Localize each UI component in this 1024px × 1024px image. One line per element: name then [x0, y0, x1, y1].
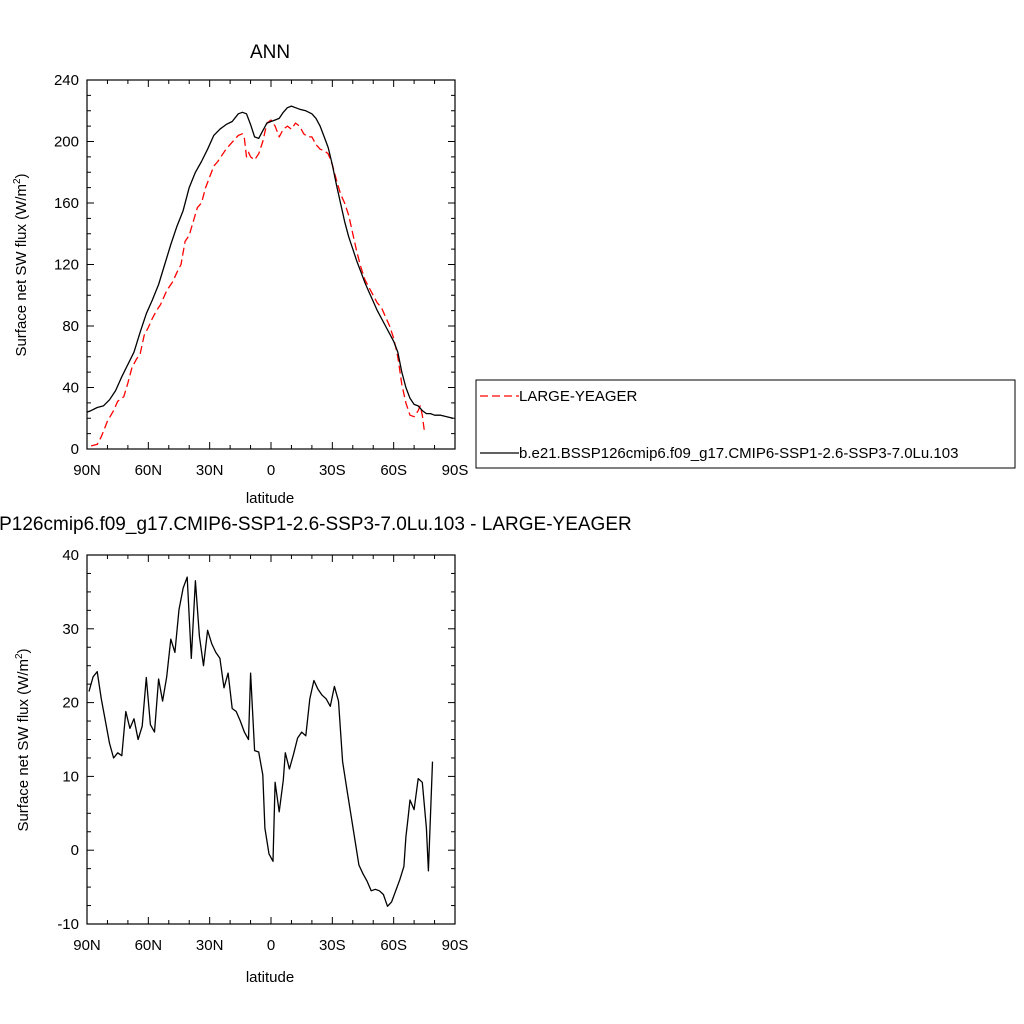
bottom-chart-title: b.e21.BSSP126cmip6.f09_g17.CMIP6-SSP1-2.…: [0, 514, 632, 535]
top-x-tick-label: 90S: [442, 462, 469, 479]
top-y-axis-label: Surface net SW flux (W/m2): [12, 173, 30, 356]
top-x-tick-label: 0: [267, 462, 275, 479]
bottom-y-tick-label: 30: [62, 621, 79, 638]
bottom-axis-ticks: 90N 60N 30N 0 30S 60S 90S -10 0 10 20 30 40: [57, 547, 468, 954]
legend-label-bssp126: b.e21.BSSP126cmip6.f09_g17.CMIP6-SSP1-2.…: [519, 445, 958, 462]
top-y-tick-label: 240: [54, 72, 79, 89]
bottom-y-axis-label-end: ): [15, 648, 32, 653]
top-y-axis-label-end: ): [13, 173, 30, 178]
top-panel: ANN 90N 60N 30N 0 30S 60S 90S 0 40 80 120 160 200 240…: [12, 42, 1016, 507]
bottom-x-tick-label: 30N: [196, 937, 224, 954]
top-x-tick-label: 30N: [196, 462, 224, 479]
bottom-panel: b.e21.BSSP126cmip6.f09_g17.CMIP6-SSP1-2.…: [0, 514, 632, 986]
bottom-series-line-0: [88, 576, 434, 907]
bottom-y-axis-label: Surface net SW flux (W/m2): [14, 648, 32, 831]
top-chart-title: ANN: [250, 42, 290, 63]
bottom-y-axis-label-text: Surface net SW flux (W/m: [15, 659, 32, 832]
top-x-tick-label: 60S: [380, 462, 407, 479]
bottom-y-tick-label: 40: [62, 547, 79, 564]
bottom-x-axis-label: latitude: [246, 969, 294, 986]
top-y-tick-label: 80: [62, 318, 79, 335]
bottom-data-lines: [88, 576, 434, 907]
top-series-line-1: [86, 105, 454, 419]
bottom-y-tick-label: -10: [57, 916, 79, 933]
legend-label-large-yeager: LARGE-YEAGER: [519, 388, 638, 405]
bottom-y-tick-label: 20: [62, 695, 79, 712]
bottom-plot-frame: [86, 554, 456, 925]
top-axis-ticks: 90N 60N 30N 0 30S 60S 90S 0 40 80 120 160 200 240: [54, 72, 468, 479]
top-x-tick-label: 30S: [319, 462, 346, 479]
bottom-y-tick-label: 10: [62, 768, 79, 785]
top-data-lines: [86, 105, 454, 447]
top-y-tick-label: 0: [71, 441, 79, 458]
top-x-axis-label: latitude: [246, 490, 294, 507]
top-y-axis-label-sup: 2: [12, 178, 23, 184]
bottom-y-axis-label-sup: 2: [14, 653, 25, 659]
bottom-x-tick-label: 90N: [73, 937, 101, 954]
top-y-tick-label: 40: [62, 380, 79, 397]
top-y-tick-label: 200: [54, 134, 79, 151]
legend: LARGE-YEAGER b.e21.BSSP126cmip6.f09_g17.…: [475, 379, 1016, 469]
bottom-x-tick-label: 60S: [380, 937, 407, 954]
top-y-axis-label-text: Surface net SW flux (W/m: [13, 184, 30, 357]
bottom-y-tick-label: 0: [71, 842, 79, 859]
top-y-tick-label: 160: [54, 195, 79, 212]
bottom-x-tick-label: 90S: [442, 937, 469, 954]
top-y-tick-label: 120: [54, 257, 79, 274]
bottom-x-tick-label: 0: [267, 937, 275, 954]
bottom-x-tick-label: 60N: [135, 937, 163, 954]
legend-box: [475, 379, 1016, 469]
top-x-tick-label: 60N: [135, 462, 163, 479]
top-series-line-0: [90, 119, 425, 447]
bottom-x-tick-label: 30S: [319, 937, 346, 954]
top-x-tick-label: 90N: [73, 462, 101, 479]
top-plot-frame: [86, 79, 456, 450]
